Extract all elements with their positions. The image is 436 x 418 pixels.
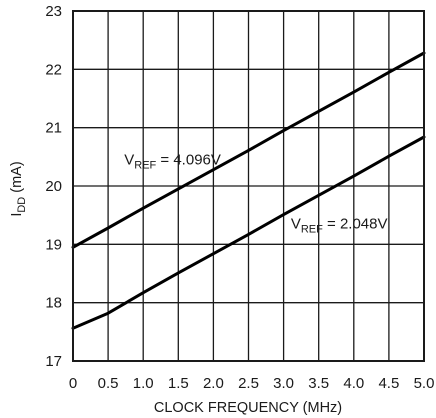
plot-frame (72, 10, 425, 362)
y-axis-title-main: I (9, 213, 25, 217)
x-tick-label: 1.5 (168, 375, 189, 392)
series-lines (71, 51, 426, 330)
series-label-1: VREF = 4.096V (124, 151, 221, 171)
x-tick-label: 2.0 (203, 375, 224, 392)
x-tick-label: 3.5 (308, 375, 329, 392)
x-tick-label: 0 (69, 375, 77, 392)
y-axis-title: IDD (mA) (9, 161, 28, 216)
series-label-2: VREF = 2.048V (291, 216, 388, 236)
x-tick-label: 5.0 (414, 375, 435, 392)
series-line-2 (71, 135, 426, 330)
y-axis-title-sub: DD (16, 197, 28, 213)
y-tick-label: 18 (45, 295, 62, 312)
x-tick-label: 4.0 (343, 375, 364, 392)
x-tick-label: 1.0 (133, 375, 154, 392)
series-label-main: V (124, 151, 134, 168)
series-label-main: V (291, 216, 301, 233)
series-label-sub: REF (134, 159, 156, 171)
x-tick-label: 0.5 (98, 375, 119, 392)
y-tick-label: 21 (45, 120, 62, 137)
y-tick-label: 22 (45, 61, 62, 78)
series-line-1 (71, 51, 426, 249)
x-tick-labels: 0 0.5 1.0 1.5 2.0 2.5 3.0 3.5 4.0 4.5 5.0 (69, 375, 435, 392)
series-label-sub: REF (301, 224, 323, 236)
x-tick-label: 2.5 (238, 375, 259, 392)
y-tick-labels: 17 18 19 20 21 22 23 (45, 3, 62, 370)
x-tick-label: 4.5 (378, 375, 399, 392)
series-label-rest: = 4.096V (156, 151, 221, 168)
series-label-rest: = 2.048V (323, 216, 388, 233)
y-tick-label: 20 (45, 178, 62, 195)
grid (72, 10, 425, 362)
x-axis-title: CLOCK FREQUENCY (MHz) (154, 400, 342, 416)
y-tick-label: 17 (45, 353, 62, 370)
x-tick-label: 3.0 (273, 375, 294, 392)
y-tick-label: 19 (45, 236, 62, 253)
y-tick-label: 23 (45, 3, 62, 20)
y-axis-title-rest: (mA) (9, 161, 25, 196)
